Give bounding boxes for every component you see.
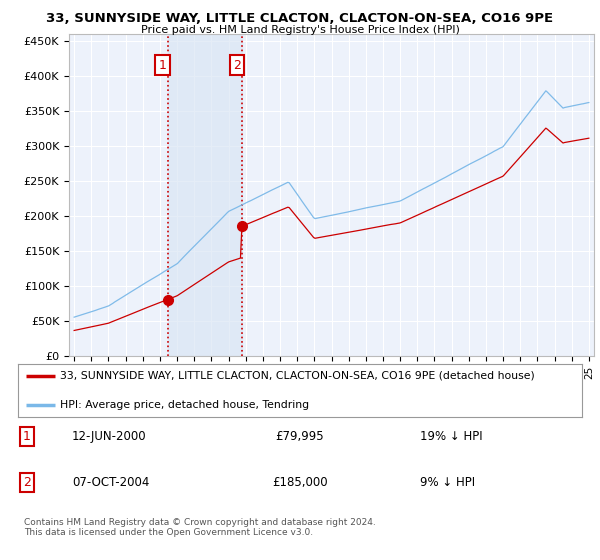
Text: £79,995: £79,995 [275, 430, 325, 444]
Text: £185,000: £185,000 [272, 476, 328, 489]
Text: 9% ↓ HPI: 9% ↓ HPI [420, 476, 475, 489]
Text: 12-JUN-2000: 12-JUN-2000 [72, 430, 146, 444]
Text: 33, SUNNYSIDE WAY, LITTLE CLACTON, CLACTON-ON-SEA, CO16 9PE (detached house): 33, SUNNYSIDE WAY, LITTLE CLACTON, CLACT… [60, 371, 535, 381]
Text: 33, SUNNYSIDE WAY, LITTLE CLACTON, CLACTON-ON-SEA, CO16 9PE: 33, SUNNYSIDE WAY, LITTLE CLACTON, CLACT… [46, 12, 554, 25]
Text: 2: 2 [233, 59, 241, 72]
Text: 19% ↓ HPI: 19% ↓ HPI [420, 430, 482, 444]
Bar [167, 34, 242, 356]
Text: Price paid vs. HM Land Registry's House Price Index (HPI): Price paid vs. HM Land Registry's House … [140, 25, 460, 35]
Text: 1: 1 [158, 59, 166, 72]
Text: 2: 2 [23, 476, 31, 489]
Text: HPI: Average price, detached house, Tendring: HPI: Average price, detached house, Tend… [60, 400, 310, 410]
Text: 1: 1 [23, 430, 31, 444]
Text: Contains HM Land Registry data © Crown copyright and database right 2024.
This d: Contains HM Land Registry data © Crown c… [24, 518, 376, 538]
Text: 07-OCT-2004: 07-OCT-2004 [72, 476, 149, 489]
